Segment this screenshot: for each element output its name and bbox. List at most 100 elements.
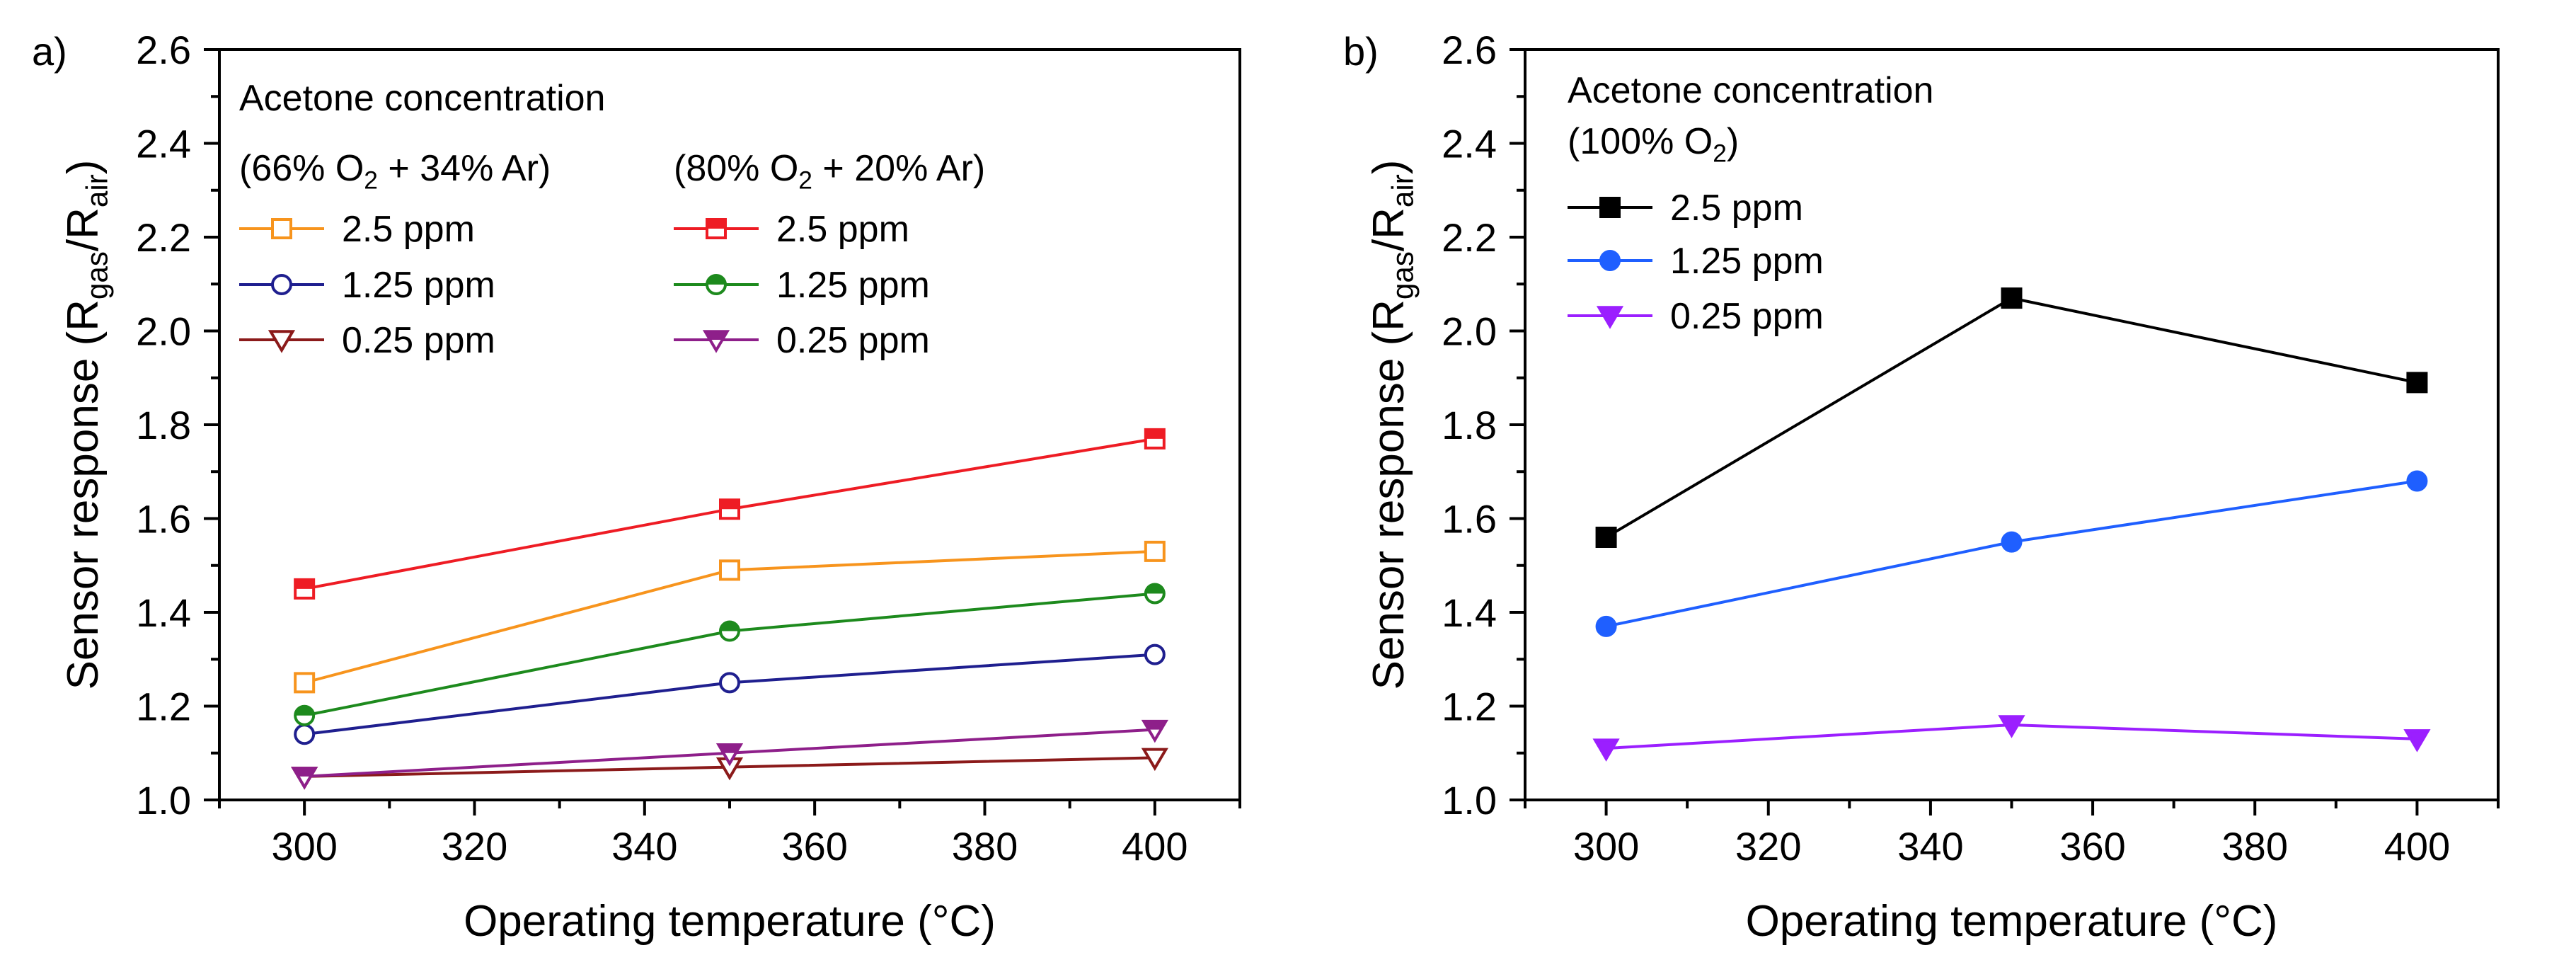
legend-subtitle-part: (100% O [1568, 121, 1713, 162]
x-tick-label: 400 [1122, 824, 1188, 869]
legend-subtitle: (100% O2) [1568, 121, 1739, 167]
legend-entry: 1.25 ppm [239, 265, 495, 306]
legend-label: 0.25 ppm [342, 320, 495, 361]
y-tick-label: 1.4 [1442, 590, 1497, 635]
x-axis-title: Operating temperature (°C) [464, 897, 996, 946]
data-point [1141, 748, 1168, 772]
y-axis-title-part: Sensor response (R [1364, 299, 1413, 690]
data-point [2001, 287, 2023, 309]
y-axis-title-part: Sensor response (R [59, 299, 108, 690]
series-1-25-ppm [1595, 470, 2428, 637]
data-point-fill [1145, 429, 1164, 439]
y-tick-label: 2.6 [1442, 28, 1497, 72]
legend-marker-fill [707, 219, 725, 229]
data-point-fill [293, 768, 316, 777]
data-point-fill [295, 579, 314, 589]
data-point [1595, 615, 1617, 637]
y-tick-label: 2.0 [136, 309, 191, 354]
y-axis-title: Sensor response (Rgas/Rair) [59, 160, 114, 690]
series-line [304, 592, 1156, 717]
y-tick-label: 1.0 [136, 778, 191, 823]
data-point-fill [720, 500, 739, 510]
legend-label: 0.25 ppm [776, 320, 930, 361]
x-tick-label: 340 [611, 824, 677, 869]
panel-label: b) [1343, 29, 1379, 74]
x-tick-label: 340 [1897, 824, 1963, 869]
legend-marker-fill [705, 331, 728, 340]
legend-group-header-part: 2 [798, 166, 812, 194]
data-point [2001, 531, 2023, 553]
y-tick-label: 2.0 [1442, 309, 1497, 354]
y-tick-label: 2.2 [1442, 215, 1497, 260]
data-point [294, 672, 316, 694]
legend-marker [271, 218, 292, 239]
chart-panel-a: 300 320 340 360 380 400 1.0 1.2 1.4 1.6 1.8 2.0 2.2 2… [32, 28, 1241, 946]
data-point [1144, 540, 1166, 562]
data-point [1144, 643, 1166, 665]
legend-group-header: (66% O2 + 34% Ar) [239, 148, 551, 194]
y-axis-title-part: /R [59, 207, 108, 251]
legend-label: 2.5 ppm [342, 209, 475, 250]
data-point [2406, 470, 2428, 492]
chart-panel-b: 300 320 340 360 380 400 1.0 1.2 1.4 1.6 1.8 2.0 2.2 2… [1343, 28, 2500, 946]
legend-marker [1599, 197, 1621, 218]
legend-group-header-part: + 20% Ar) [812, 148, 985, 189]
data-point [2403, 729, 2431, 753]
legend-title: Acetone concentration [1568, 70, 1933, 111]
x-tick-label: 300 [271, 824, 337, 869]
y-axis-title-part: gas [81, 251, 114, 299]
data-point [2406, 372, 2428, 394]
x-tick-label: 320 [1735, 824, 1801, 869]
legend-entry: 0.25 ppm [1568, 296, 1824, 337]
legend: Acetone concentration(66% O2 + 34% Ar) (8… [239, 78, 985, 361]
legend-subtitle-part: 2 [1713, 139, 1727, 167]
y-tick-label: 1.2 [1442, 685, 1497, 729]
data-point-fill [720, 622, 739, 631]
series-2-5-ppm [1595, 287, 2428, 548]
y-tick-label: 1.2 [136, 685, 191, 729]
series-0-25-ppm-g1 [291, 719, 1168, 790]
legend-entry: 0.25 ppm [674, 320, 930, 361]
legend-marker [271, 274, 292, 295]
y-tick-label: 1.4 [136, 590, 191, 635]
y-axis-title-part: ) [1364, 160, 1413, 175]
legend: Acetone concentration (100% O2) 2.5 ppm 1.2… [1568, 70, 1933, 337]
legend-entry: 1.25 ppm [674, 265, 930, 306]
x-tick-label: 320 [442, 824, 507, 869]
y-axis-title-part: air [81, 174, 114, 207]
plot-frame [1524, 48, 2500, 801]
y-tick-label: 1.0 [1442, 778, 1497, 823]
legend-group-header-part: + 34% Ar) [378, 148, 551, 189]
series-0-25-ppm [1592, 715, 2431, 762]
y-tick-label: 1.6 [136, 497, 191, 542]
x-tick-label: 400 [2384, 824, 2450, 869]
legend-label: 2.5 ppm [1670, 188, 1803, 229]
y-tick-label: 2.4 [136, 122, 191, 166]
legend-label: 1.25 ppm [776, 265, 930, 306]
y-tick-label: 1.8 [1442, 403, 1497, 447]
legend-entry: 2.5 ppm [239, 209, 475, 250]
y-tick-label: 2.2 [136, 215, 191, 260]
y-axis-title-part: gas [1386, 251, 1420, 299]
y-axis-title: Sensor response (Rgas/Rair) [1364, 160, 1420, 690]
legend-title: Acetone concentration [239, 78, 605, 119]
series-2-5-ppm-g0 [294, 540, 1166, 694]
legend-label: 0.25 ppm [1670, 296, 1824, 337]
x-axis-title: Operating temperature (°C) [1746, 897, 2278, 946]
legend-label: 1.25 ppm [342, 265, 495, 306]
x-tick-label: 380 [2222, 824, 2288, 869]
legend-marker [1596, 306, 1624, 329]
x-tick-label: 300 [1573, 824, 1639, 869]
data-point [719, 672, 740, 694]
legend-marker [268, 330, 296, 353]
legend-group-header-part: (66% O [239, 148, 364, 189]
data-point-fill [718, 745, 741, 753]
x-tick-label: 380 [952, 824, 1018, 869]
x-tick-label: 360 [781, 824, 847, 869]
legend-marker [1599, 250, 1621, 271]
y-tick-label: 2.6 [136, 28, 191, 72]
legend-entry: 2.5 ppm [1568, 188, 1803, 229]
data-point-fill [295, 706, 314, 716]
data-point [1592, 738, 1620, 762]
